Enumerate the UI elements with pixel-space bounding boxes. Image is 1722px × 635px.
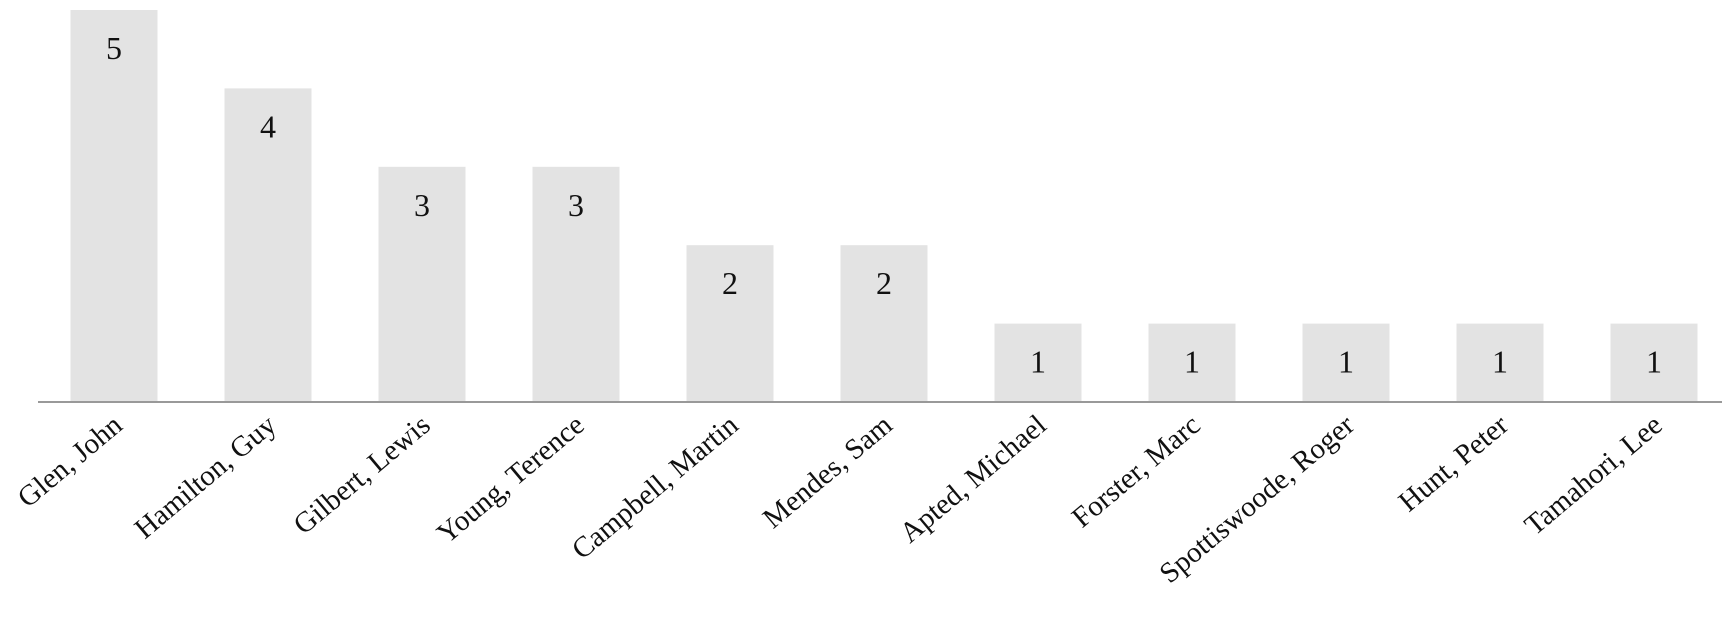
bars-group [70,10,1698,403]
category-tick-label: Apted, Michael [894,409,1053,549]
category-tick-label: Glen, John [12,409,129,515]
bar-value-label: 3 [568,187,584,223]
category-tick-label: Gilbert, Lewis [288,409,437,541]
bar-value-label: 1 [1030,344,1046,380]
category-labels-group: Glen, John Hamilton, Guy Gilbert, LewisYou… [12,409,1669,590]
bar [1456,323,1544,402]
bar [1302,323,1390,402]
bar [532,166,620,402]
bar-value-label: 4 [260,108,276,144]
bar [70,10,158,402]
category-tick-label: Hunt, Peter [1393,409,1515,519]
bar [1148,323,1236,402]
category-tick-label: Campbell, Martin [566,409,745,566]
value-labels-group: 5 4 3 3 2 2 1 1 1 1 1 [106,30,1662,380]
bar-value-label: 1 [1338,344,1354,380]
bar-value-label: 2 [876,265,892,301]
bar [378,166,466,402]
bar [840,245,928,402]
category-tick-label: Young, Terence [431,409,590,550]
category-tick-label: Hamilton, Guy [129,409,283,546]
bar-value-label: 1 [1646,344,1662,380]
category-tick-label: Tamahori, Lee [1519,409,1669,542]
bar [686,245,774,402]
category-tick-label: Mendes, Sam [757,409,899,535]
bar [994,323,1082,402]
bar [224,88,312,403]
bar-value-label: 2 [722,265,738,301]
bar-value-label: 5 [106,30,122,66]
category-tick-label: Forster, Marc [1066,409,1207,534]
bar [1610,323,1698,402]
bar-value-label: 3 [414,187,430,223]
bar-value-label: 1 [1492,344,1508,380]
bar-value-label: 1 [1184,344,1200,380]
